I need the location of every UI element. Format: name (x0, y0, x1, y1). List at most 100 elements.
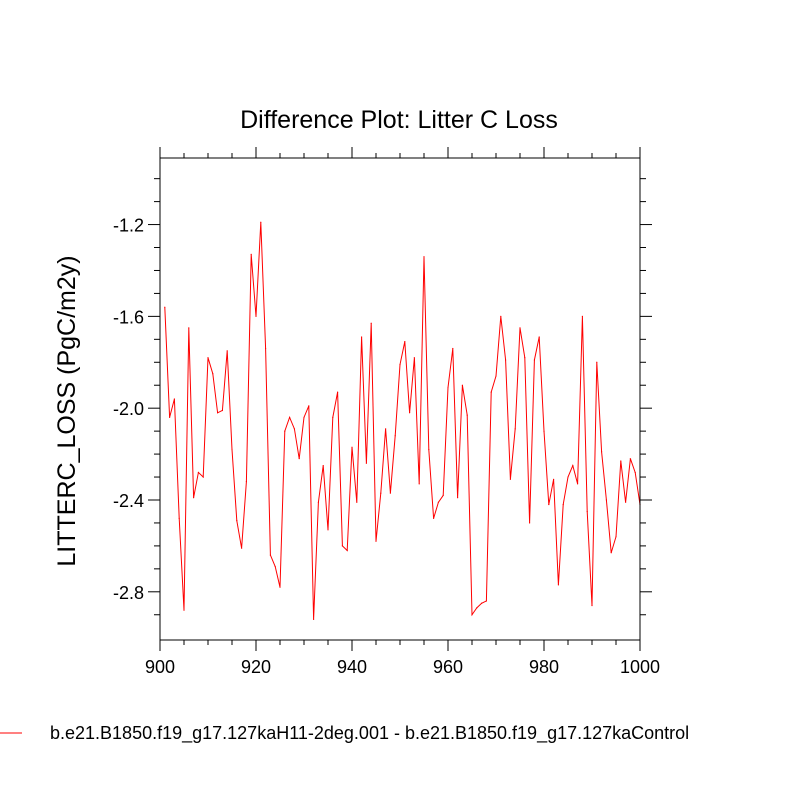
data-point (490, 391, 492, 393)
data-point (591, 604, 593, 607)
chart-title: Difference Plot: Litter C Loss (240, 106, 558, 134)
data-point (255, 315, 257, 317)
data-point (164, 306, 166, 308)
x-tick-label: 980 (529, 657, 559, 677)
data-point (442, 494, 444, 496)
data-point (365, 462, 367, 464)
data-point (461, 384, 463, 386)
data-point (317, 501, 319, 503)
data-point (428, 448, 430, 451)
data-point (250, 253, 252, 255)
data-point (337, 391, 339, 393)
data-point (389, 492, 391, 494)
data-point (279, 586, 281, 588)
x-tick-label: 940 (337, 657, 367, 677)
legend: b.e21.B1850.f19_g17.127kaH11-2deg.001 - … (0, 723, 689, 744)
data-point (596, 361, 598, 363)
data-point (538, 336, 540, 338)
data-point (322, 464, 324, 467)
data-point (169, 416, 171, 418)
data-point (452, 347, 454, 350)
data-point (529, 522, 531, 524)
data-point (481, 602, 483, 604)
y-tick-label: -1.6 (113, 307, 144, 327)
data-point (380, 492, 382, 494)
data-point (476, 607, 478, 609)
data-point (629, 458, 632, 460)
data-point (404, 341, 406, 343)
data-point (466, 414, 468, 416)
data-point (548, 503, 550, 506)
data-point (207, 357, 209, 359)
data-point (183, 609, 185, 611)
data-point (437, 501, 439, 503)
data-point (212, 373, 214, 375)
data-point (265, 347, 267, 350)
data-point (303, 416, 305, 418)
data-point (577, 483, 579, 485)
data-point (313, 618, 315, 620)
data-point (327, 529, 329, 531)
data-point (572, 464, 574, 467)
data-point (471, 614, 473, 616)
data-point (399, 363, 401, 366)
data-point (375, 540, 377, 542)
data-point (173, 398, 175, 400)
x-tick-label: 920 (241, 657, 271, 677)
data-point (231, 448, 233, 451)
data-point (188, 327, 190, 329)
data-point (221, 409, 223, 412)
data-point (418, 483, 420, 485)
data-point (351, 446, 353, 448)
y-tick-label: -2.0 (113, 399, 144, 419)
data-point (289, 416, 291, 418)
data-point (447, 386, 449, 389)
data-point (524, 357, 526, 359)
data-point (236, 520, 238, 522)
data-point (245, 481, 247, 483)
data-point (308, 405, 310, 407)
data-point (485, 600, 487, 602)
data-point (625, 501, 627, 503)
data-point (605, 499, 608, 501)
data-point (284, 430, 286, 432)
data-point (226, 350, 228, 352)
data-point (241, 547, 243, 549)
legend-entry: b.e21.B1850.f19_g17.127kaH11-2deg.001 - … (50, 723, 689, 744)
data-point (634, 471, 636, 474)
data-point (409, 412, 411, 414)
data-point (543, 430, 545, 432)
data-point (620, 460, 622, 462)
data-point (557, 584, 560, 586)
plot-frame (159, 157, 641, 641)
y-axis: -1.2 -1.6 -2.0 -2.4 -2.8 (113, 178, 652, 616)
series-line (164, 222, 641, 620)
data-point (202, 476, 204, 478)
data-point (601, 451, 603, 453)
data-point (495, 375, 497, 377)
data-point (514, 428, 516, 430)
data-point (274, 565, 276, 568)
data-point (298, 458, 300, 460)
data-point (341, 545, 343, 547)
data-point (394, 435, 396, 437)
data-point (562, 503, 564, 506)
data-point (217, 412, 219, 414)
data-point (260, 221, 262, 223)
data-point (505, 359, 507, 361)
data-point (361, 336, 363, 338)
data-point (346, 549, 348, 552)
data-point (433, 517, 435, 519)
x-axis: 900 920 940 960 980 1000 (145, 147, 660, 677)
data-point (500, 315, 502, 317)
y-axis-label: LITTERC_LOSS (PgC/m2y) (53, 255, 81, 566)
data-point (509, 478, 511, 480)
data-point (586, 510, 588, 513)
data-point (553, 478, 555, 480)
y-tick-label: -1.2 (113, 216, 144, 236)
data-point (178, 517, 180, 519)
x-tick-label: 1000 (620, 657, 660, 677)
data-point (519, 327, 521, 329)
data-point (413, 357, 415, 359)
data-point (332, 416, 334, 418)
